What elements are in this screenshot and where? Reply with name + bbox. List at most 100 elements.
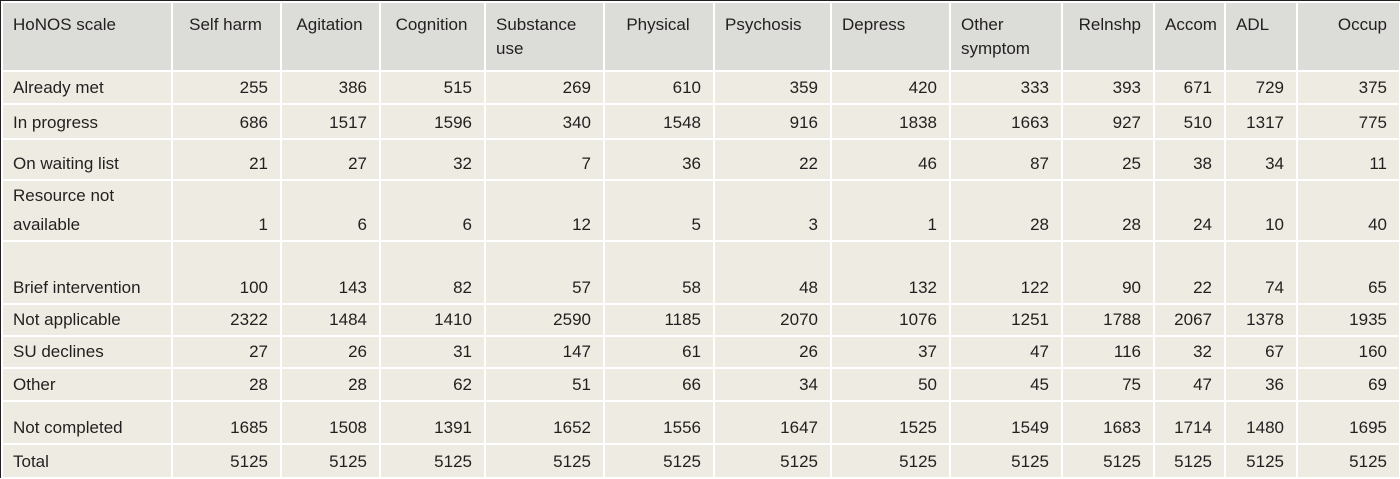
- table-cell: 359: [713, 70, 832, 105]
- table-cell: 28: [171, 367, 282, 402]
- table-cell: 1251: [949, 303, 1063, 337]
- row-label: Total: [1, 443, 173, 479]
- table-cell: 5125: [1061, 443, 1155, 479]
- column-header: ADL: [1224, 1, 1298, 72]
- table-cell: 90: [1061, 240, 1155, 305]
- corner-header: HoNOS scale: [1, 1, 173, 72]
- table-cell: 375: [1296, 70, 1400, 105]
- column-header: Cognition: [379, 1, 486, 72]
- table-cell: 1788: [1061, 303, 1155, 337]
- table-cell: 24: [1153, 179, 1226, 242]
- table-cell: 1652: [484, 400, 605, 445]
- table-cell: 40: [1296, 179, 1400, 242]
- table-cell: 1663: [949, 103, 1063, 140]
- column-header: Depress: [830, 1, 951, 72]
- table-cell: 46: [830, 138, 951, 181]
- table-cell: 36: [1224, 367, 1298, 402]
- table-cell: 26: [280, 335, 381, 369]
- table-cell: 1935: [1296, 303, 1400, 337]
- table-cell: 57: [484, 240, 605, 305]
- table-cell: 132: [830, 240, 951, 305]
- table-cell: 75: [1061, 367, 1155, 402]
- table-cell: 7: [484, 138, 605, 181]
- row-label: On waiting list: [1, 138, 173, 181]
- table-cell: 671: [1153, 70, 1226, 105]
- table-cell: 1480: [1224, 400, 1298, 445]
- row-label: SU declines: [1, 335, 173, 369]
- table-cell: 1076: [830, 303, 951, 337]
- table-row: Total 5125 5125 5125 5125 5125 5125 5125 5125 512…: [1, 443, 1400, 479]
- table-cell: 74: [1224, 240, 1298, 305]
- table-cell: 5125: [1224, 443, 1298, 479]
- table-cell: 1317: [1224, 103, 1298, 140]
- table-cell: 386: [280, 70, 381, 105]
- table-cell: 1549: [949, 400, 1063, 445]
- table-cell: 10: [1224, 179, 1298, 242]
- row-label: Already met: [1, 70, 173, 105]
- table-cell: 1838: [830, 103, 951, 140]
- table-cell: 2590: [484, 303, 605, 337]
- table-cell: 255: [171, 70, 282, 105]
- table-cell: 34: [1224, 138, 1298, 181]
- table-cell: 1548: [603, 103, 715, 140]
- row-label: In progress: [1, 103, 173, 140]
- table-cell: 333: [949, 70, 1063, 105]
- table-cell: 27: [171, 335, 282, 369]
- table-cell: 34: [713, 367, 832, 402]
- table-cell: 1517: [280, 103, 381, 140]
- table-cell: 2067: [1153, 303, 1226, 337]
- table-cell: 927: [1061, 103, 1155, 140]
- table-cell: 393: [1061, 70, 1155, 105]
- table-cell: 28: [280, 367, 381, 402]
- row-label: Resource not available: [1, 179, 173, 242]
- table-cell: 6: [280, 179, 381, 242]
- table-cell: 515: [379, 70, 486, 105]
- table-cell: 5: [603, 179, 715, 242]
- row-label: Not completed: [1, 400, 173, 445]
- table-row: Not completed 1685 1508 1391 1652 1556 1647 152…: [1, 400, 1400, 445]
- table-cell: 26: [713, 335, 832, 369]
- table-cell: 32: [1153, 335, 1226, 369]
- table-cell: 1714: [1153, 400, 1226, 445]
- table-cell: 5125: [171, 443, 282, 479]
- table-cell: 269: [484, 70, 605, 105]
- column-header: Substance use: [484, 1, 605, 72]
- table-row: Resource not available 1 6 6 12 5 3 1 28 28 24 10 40: [1, 179, 1400, 242]
- table-cell: 36: [603, 138, 715, 181]
- column-header: Self harm: [171, 1, 282, 72]
- table-cell: 116: [1061, 335, 1155, 369]
- table-cell: 11: [1296, 138, 1400, 181]
- table-cell: 5125: [1296, 443, 1400, 479]
- table-cell: 147: [484, 335, 605, 369]
- table-cell: 1: [830, 179, 951, 242]
- table-cell: 37: [830, 335, 951, 369]
- table-cell: 31: [379, 335, 486, 369]
- table-row: In progress 686 1517 1596 340 1548 916 1838 1663…: [1, 103, 1400, 140]
- table-cell: 160: [1296, 335, 1400, 369]
- table-cell: 22: [713, 138, 832, 181]
- table-cell: 1647: [713, 400, 832, 445]
- table-cell: 32: [379, 138, 486, 181]
- table-cell: 340: [484, 103, 605, 140]
- table-cell: 1508: [280, 400, 381, 445]
- column-header: Psychosis: [713, 1, 832, 72]
- row-label: Brief intervention: [1, 240, 173, 305]
- column-header: Occup: [1296, 1, 1400, 72]
- table-cell: 1685: [171, 400, 282, 445]
- table-cell: 5125: [713, 443, 832, 479]
- table-body: Already met 255 386 515 269 610 359 420 333 393 67…: [1, 70, 1400, 479]
- column-header: Relnshp: [1061, 1, 1155, 72]
- table-cell: 1185: [603, 303, 715, 337]
- header-row: HoNOS scale Self harm Agitation Cognition S…: [1, 1, 1400, 72]
- table-cell: 25: [1061, 138, 1155, 181]
- table-cell: 47: [949, 335, 1063, 369]
- table-cell: 143: [280, 240, 381, 305]
- table-cell: 69: [1296, 367, 1400, 402]
- table-cell: 45: [949, 367, 1063, 402]
- table-cell: 5125: [1153, 443, 1226, 479]
- table-row: Other 28 28 62 51 66 34 50 45 75 47 36 69: [1, 367, 1400, 402]
- table-cell: 65: [1296, 240, 1400, 305]
- table-cell: 48: [713, 240, 832, 305]
- table-cell: 66: [603, 367, 715, 402]
